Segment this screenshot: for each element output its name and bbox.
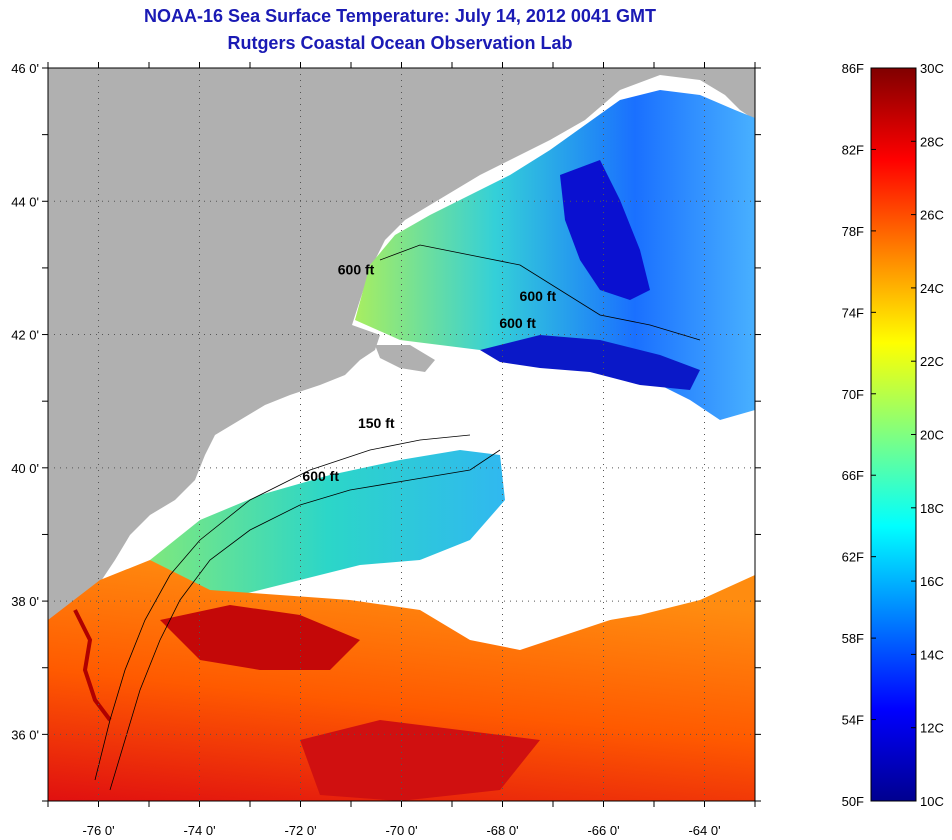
cold-channel-sst <box>560 160 650 300</box>
colorbar-c-label: 28C <box>920 134 944 149</box>
cloud-patch-east <box>505 425 755 530</box>
lon-tick-label: -74 0' <box>183 823 215 838</box>
colorbar-c-label: 22C <box>920 354 944 369</box>
lat-tick-label: 36 0' <box>11 727 39 742</box>
map-subtitle: Rutgers Coastal Ocean Observation Lab <box>227 33 573 53</box>
contour-600ft-gom <box>379 244 701 341</box>
contour-label: 150 ft <box>358 415 395 431</box>
contour-600ft-shelf <box>109 449 501 791</box>
latitude-axis: 46 0' 44 0' 42 0' 40 0' 38 0' 36 0' <box>11 61 761 802</box>
colorbar-celsius-labels: 30C 28C 26C 24C 22C 20C 18C 16C 14C 12C 10C <box>911 61 944 809</box>
lat-tick-label: 46 0' <box>11 61 39 76</box>
lon-tick-label: -72 0' <box>284 823 316 838</box>
contour-label: 600 ft <box>520 288 557 304</box>
colorbar-f-label: 58F <box>842 631 864 646</box>
map-plot-area <box>48 68 755 801</box>
colorbar-f-label: 50F <box>842 794 864 809</box>
lat-tick-label: 42 0' <box>11 328 39 343</box>
lon-tick-label: -70 0' <box>385 823 417 838</box>
contour-150ft <box>94 434 471 781</box>
graticule <box>48 68 755 801</box>
longitude-axis: -76 0' -74 0' -72 0' -70 0' -68 0' -66 0' -64 … <box>47 62 756 838</box>
lat-tick-label: 44 0' <box>11 194 39 209</box>
contour-label: 600 ft <box>302 468 339 484</box>
lat-tick-label: 40 0' <box>11 461 39 476</box>
lon-tick-label: -76 0' <box>82 823 114 838</box>
colorbar-f-label: 66F <box>842 468 864 483</box>
lat-tick-label: 38 0' <box>11 594 39 609</box>
lon-tick-label: -66 0' <box>587 823 619 838</box>
colorbar-c-label: 10C <box>920 794 944 809</box>
cold-shelf-edge-sst <box>480 335 700 390</box>
colorbar-c-label: 26C <box>920 208 944 223</box>
colorbar-c-label: 18C <box>920 501 944 516</box>
colorbar-f-label: 62F <box>842 550 864 565</box>
lon-tick-label: -64 0' <box>688 823 720 838</box>
colorbar-c-label: 20C <box>920 428 944 443</box>
contour-label: 600 ft <box>338 262 375 278</box>
chesapeake-sst <box>73 609 112 722</box>
mid-shelf-sst <box>150 450 505 600</box>
colorbar-f-label: 74F <box>842 305 864 320</box>
colorbar-gradient <box>870 67 917 802</box>
colorbar-f-label: 70F <box>842 387 864 402</box>
lon-tick-label: -68 0' <box>486 823 518 838</box>
map-title: NOAA-16 Sea Surface Temperature: July 14… <box>144 6 656 26</box>
warm-core-south-sst <box>300 720 540 801</box>
colorbar-f-label: 86F <box>842 61 864 76</box>
gulf-of-maine-sst <box>355 90 755 420</box>
colorbar-c-label: 12C <box>920 721 944 736</box>
cloud-patch-south <box>420 510 755 630</box>
colorbar-c-label: 14C <box>920 647 944 662</box>
colorbar-f-label: 82F <box>842 142 864 157</box>
land-us <box>48 68 755 720</box>
colorbar-c-label: 24C <box>920 281 944 296</box>
land-cape-cod <box>375 345 435 372</box>
contour-label: 600 ft <box>499 315 536 331</box>
colorbar-fahrenheit-labels: 86F 82F 78F 74F 70F 66F 62F 58F 54F 50F <box>842 61 876 809</box>
colorbar-f-label: 54F <box>842 713 864 728</box>
colorbar-c-label: 16C <box>920 574 944 589</box>
colorbar-c-label: 30C <box>920 61 944 76</box>
warm-core-sst <box>160 605 360 670</box>
colorbar-f-label: 78F <box>842 224 864 239</box>
contour-labels: 600 ft 600 ft 600 ft 150 ft 600 ft <box>302 262 556 485</box>
